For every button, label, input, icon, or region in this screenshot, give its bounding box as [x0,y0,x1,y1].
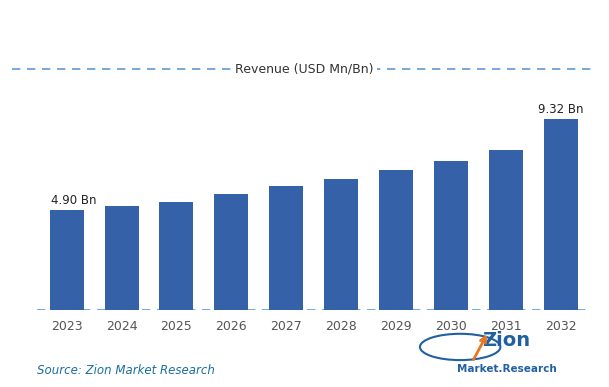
Text: Revenue (USD Mn/Bn): Revenue (USD Mn/Bn) [235,63,374,76]
Bar [160,202,194,310]
Bar [269,186,303,310]
Bar [434,161,468,310]
Text: Global Multicore Cables Market,: Global Multicore Cables Market, [18,16,332,34]
Bar [488,150,523,310]
Bar [105,205,139,310]
Bar [544,120,577,310]
Text: Market.Research: Market.Research [457,364,556,374]
Bar [379,170,413,310]
Bar [50,210,83,310]
Text: 9.32 Bn: 9.32 Bn [538,103,583,116]
Text: CAGR : 7.40%: CAGR : 7.40% [77,115,178,128]
Bar [214,194,248,310]
Text: Source: Zion Market Research: Source: Zion Market Research [37,364,214,377]
Bar [324,178,358,310]
Text: 4.90 Bn: 4.90 Bn [51,194,97,207]
Text: Zion: Zion [482,331,530,350]
Text: 2024-2032 (USD Billion): 2024-2032 (USD Billion) [326,18,515,33]
